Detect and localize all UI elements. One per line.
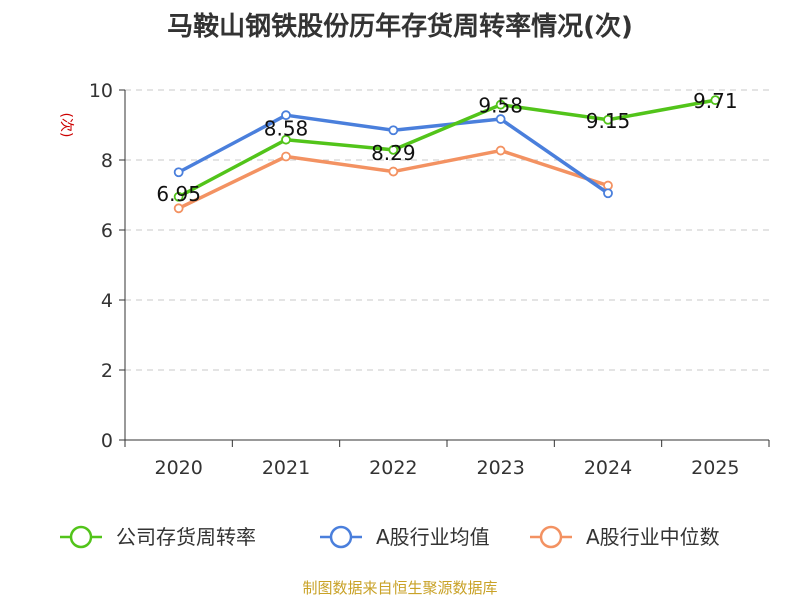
data-label-2025: 9.71: [693, 89, 738, 113]
series-1-point[interactable]: [173, 167, 184, 178]
grid-lines: [125, 89, 769, 371]
x-tick-label-2023: 2023: [476, 457, 524, 479]
legend-swatch-marker-1: [329, 525, 353, 549]
data-label-2022: 8.29: [371, 141, 416, 165]
x-tick-label-2021: 2021: [262, 457, 310, 479]
legend-swatch-marker-0: [69, 525, 93, 549]
series-2-point[interactable]: [388, 166, 399, 177]
y-tick-label: 6: [101, 220, 113, 242]
series-0-point[interactable]: [710, 95, 721, 106]
data-label-2023: 9.58: [478, 94, 523, 118]
y-tick-label: 10: [89, 80, 113, 102]
y-tick-label: 4: [101, 290, 113, 312]
y-tick-label: 8: [101, 150, 113, 172]
series-0-point[interactable]: [388, 144, 399, 155]
chart-title: 马鞍山钢铁股份历年存货周转率情况(次): [167, 12, 633, 42]
y-axis-unit: (次): [58, 113, 74, 138]
x-tick-label-2025: 2025: [691, 457, 739, 479]
legend-label-1[interactable]: A股行业均值: [376, 525, 490, 549]
y-tick-label: 0: [101, 430, 113, 452]
legend-label-0[interactable]: 公司存货周转率: [116, 525, 256, 549]
series-2-point[interactable]: [173, 203, 184, 214]
series-0-point[interactable]: [603, 114, 613, 125]
series-0-point[interactable]: [281, 134, 291, 145]
series-0-point[interactable]: [495, 99, 506, 110]
legend: 公司存货周转率 A股行业均值 A股行业中位数: [60, 525, 720, 549]
series-2-point[interactable]: [495, 145, 506, 156]
y-tick-label: 2: [101, 360, 113, 382]
source-note: 制图数据来自恒生聚源数据库: [302, 579, 498, 597]
data-label-2024: 9.15: [586, 109, 631, 133]
data-labels: 6.95 8.58 8.29 9.58 9.15 9.71: [156, 89, 737, 206]
series-layer: [173, 95, 721, 214]
x-tick-label-2024: 2024: [584, 457, 632, 479]
axes: 0 2 4 6 8 10 2020 2021 2022 2023 2024 2025 (次): [58, 80, 770, 479]
data-label-2020: 6.95: [156, 182, 201, 206]
data-label-2021: 8.58: [264, 117, 309, 141]
x-tick-label-2022: 2022: [369, 457, 417, 479]
series-1-point[interactable]: [388, 125, 399, 136]
series-0-point[interactable]: [173, 191, 184, 202]
series-1-point[interactable]: [281, 110, 291, 121]
legend-label-2[interactable]: A股行业中位数: [586, 525, 720, 549]
series-2-point[interactable]: [281, 151, 291, 162]
x-tick-label-2020: 2020: [154, 457, 202, 479]
series-line-0: [177, 98, 716, 199]
series-1-point[interactable]: [495, 114, 506, 124]
legend-swatch-marker-2: [539, 525, 563, 549]
series-1-point[interactable]: [603, 188, 613, 199]
